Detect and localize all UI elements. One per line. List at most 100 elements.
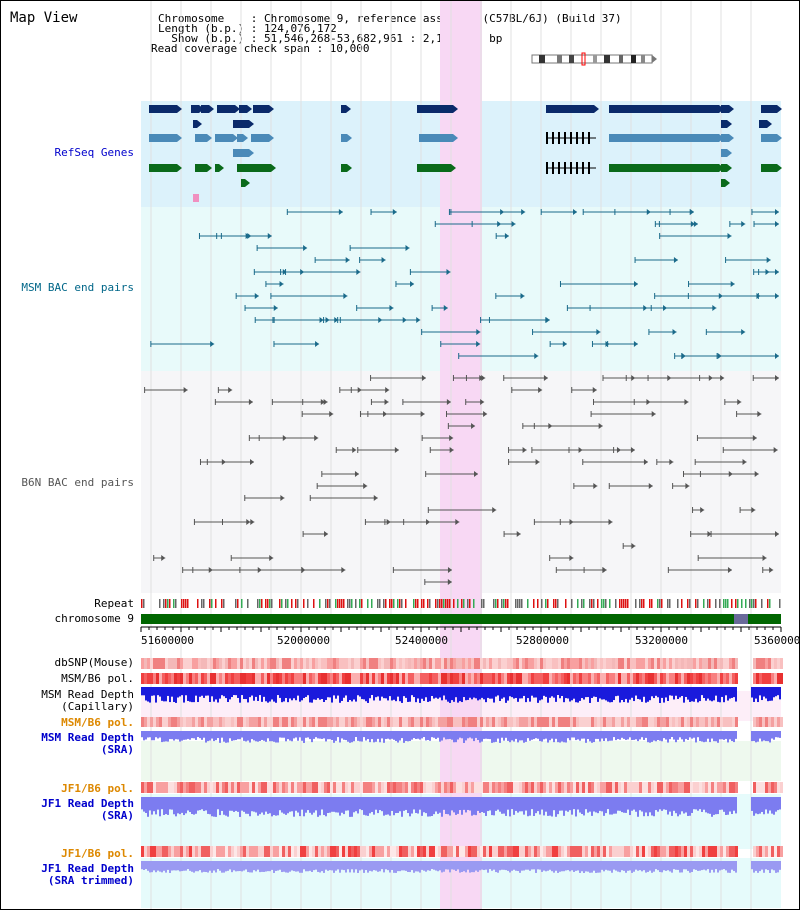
heat-cell (648, 846, 651, 857)
repeat-mark (555, 599, 557, 608)
heat-cell (450, 782, 453, 793)
heat-cell (282, 717, 285, 727)
repeat-mark (447, 599, 449, 608)
depth-bar (671, 731, 673, 738)
depth-bar (453, 687, 455, 702)
depth-bar (451, 861, 453, 870)
depth-bar (425, 687, 427, 698)
depth-bar (305, 797, 307, 813)
depth-bar (511, 731, 513, 741)
msm-pol-sra-track (141, 717, 783, 727)
heat-cell (390, 658, 393, 669)
depth-bar (455, 731, 457, 743)
depth-bar (603, 731, 605, 741)
depth-bar (477, 687, 479, 701)
heat-cell (243, 846, 246, 857)
repeat-mark (495, 599, 497, 608)
depth-bar (567, 861, 569, 871)
depth-bar (649, 687, 651, 701)
heat-cell (315, 782, 318, 793)
depth-bar (759, 797, 761, 814)
depth-bar (381, 797, 383, 812)
heat-cell (309, 846, 312, 857)
depth-bar (461, 687, 463, 703)
depth-bar (545, 861, 547, 872)
depth-bar (399, 687, 401, 702)
depth-bar (225, 687, 227, 699)
depth-bar (559, 797, 561, 811)
heat-cell (315, 846, 318, 857)
depth-bar (159, 797, 161, 817)
heat-cell (663, 846, 666, 857)
depth-bar (703, 731, 705, 743)
label-b6n-bac[interactable]: B6N BAC end pairs (21, 476, 134, 489)
heat-cell (276, 658, 279, 669)
heat-cell (309, 717, 312, 727)
heat-cell (255, 846, 258, 857)
depth-bar (751, 687, 753, 698)
heat-cell (522, 846, 525, 857)
heat-cell (630, 782, 633, 793)
heat-cell (771, 717, 774, 727)
heat-cell (411, 846, 414, 857)
b6n-bac-pair-marker (449, 447, 454, 453)
heat-cell (447, 782, 450, 793)
label-refseq-genes[interactable]: RefSeq Genes (54, 146, 134, 159)
depth-bar (587, 687, 589, 698)
depth-bar (145, 687, 147, 701)
depth-bar (297, 861, 299, 872)
heat-cell (153, 782, 156, 793)
depth-bar (693, 731, 695, 738)
heat-cell (687, 658, 690, 669)
depth-bar (493, 687, 495, 703)
msm-bac-pair-marker (681, 353, 686, 359)
heat-cell (453, 673, 456, 684)
label-jf1-depth-sub: (SRA) (100, 809, 134, 822)
msm-bac-pair-marker (446, 269, 451, 275)
heat-cell (537, 673, 540, 684)
heat-cell (489, 717, 492, 727)
depth-bar (713, 731, 715, 742)
heat-cell (591, 673, 594, 684)
depth-bar (719, 861, 721, 871)
heat-cell (225, 673, 228, 684)
depth-bar (535, 687, 537, 698)
depth-bar (515, 861, 517, 871)
heat-cell (258, 658, 261, 669)
depth-bar (365, 797, 367, 816)
depth-bar (179, 731, 181, 742)
heat-cell (567, 673, 570, 684)
heat-cell (435, 846, 438, 857)
gene-feature (341, 105, 346, 113)
heat-cell (498, 673, 501, 684)
depth-bar (567, 797, 569, 812)
depth-bar (321, 797, 323, 810)
b6n-bac-pair-marker (762, 555, 767, 561)
heat-cell (168, 673, 171, 684)
depth-bar (765, 687, 767, 699)
depth-bar (753, 731, 755, 741)
jf1-pol-2-track (141, 846, 783, 857)
heat-cell (399, 846, 402, 857)
heat-cell (378, 673, 381, 684)
heat-cell (597, 658, 600, 669)
label-msm-bac[interactable]: MSM BAC end pairs (21, 281, 134, 294)
depth-bar (157, 687, 159, 696)
heat-cell (267, 717, 270, 727)
heat-cell (780, 717, 783, 727)
depth-bar (219, 861, 221, 871)
depth-bar (535, 731, 537, 739)
depth-bar (679, 797, 681, 815)
b6n-bac-pair-marker (363, 483, 368, 489)
heat-cell (714, 717, 717, 727)
b6n-bac-pair-marker (329, 411, 334, 417)
heat-cell (642, 717, 645, 727)
depth-bar (717, 687, 719, 702)
depth-bar (205, 797, 207, 811)
heat-cell (237, 673, 240, 684)
depth-bar (167, 687, 169, 696)
heat-cell (372, 717, 375, 727)
heat-cell (171, 658, 174, 669)
depth-bar (269, 861, 271, 872)
